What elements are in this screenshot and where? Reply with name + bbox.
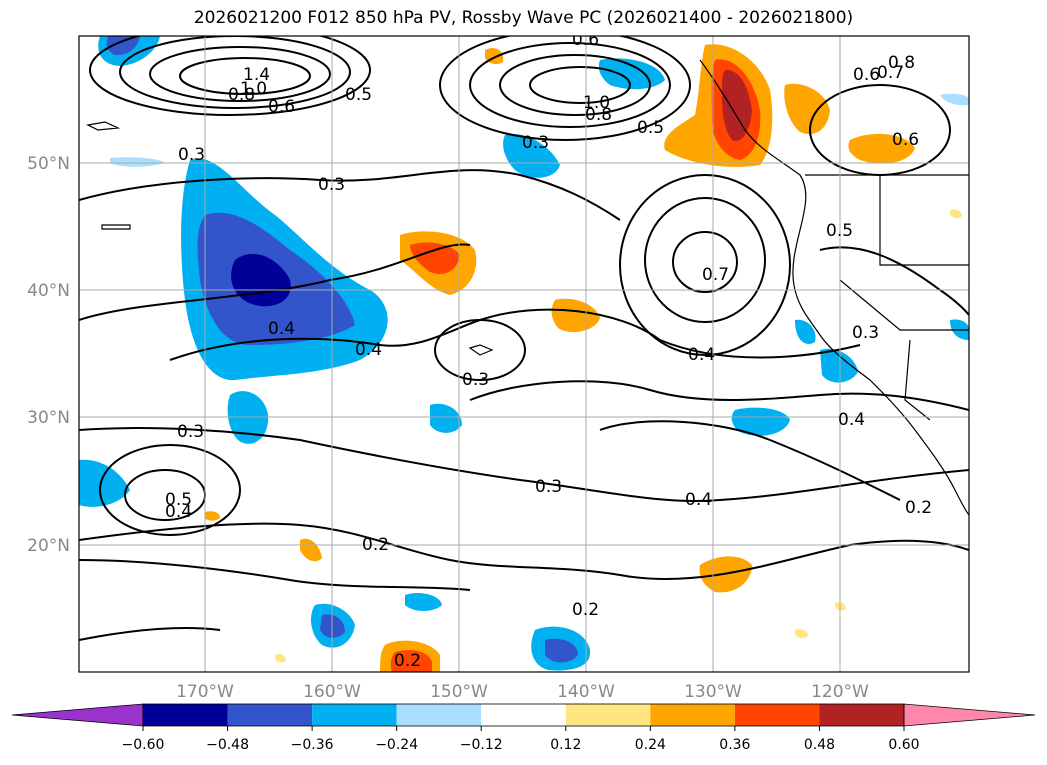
colorbar-tick-label: −0.48 (206, 737, 249, 753)
lon-label: 120°W (811, 682, 869, 702)
contour-label: 0.6 (268, 97, 295, 117)
colorbar-tick-label: −0.12 (460, 737, 503, 753)
lon-label: 170°W (176, 682, 234, 702)
contour-label: 0.6 (572, 30, 599, 50)
lat-label: 50°N (27, 154, 70, 174)
contour-label: 0.3 (852, 323, 879, 343)
contour-label: 0.4 (685, 490, 712, 510)
colorbar-segment (650, 704, 735, 726)
colorbar-frame (142, 703, 905, 727)
contour-label: 1.4 (243, 65, 270, 85)
colorbar: −0.60 −0.48 −0.36 −0.24 −0.12 0.12 0.24 0.36 0.4… (11, 703, 1036, 753)
contour-label: 0.5 (345, 85, 372, 105)
colorbar-segment (143, 704, 228, 726)
colorbar-segment (396, 704, 482, 726)
lat-label: 20°N (27, 536, 70, 556)
colorbar-segment (734, 704, 820, 726)
colorbar-tick-label: 0.36 (719, 737, 750, 753)
lon-label: 130°W (684, 682, 742, 702)
contour-label: 0.5 (165, 490, 192, 510)
contour-label: 0.3 (178, 145, 205, 165)
contour-label: 0.3 (177, 422, 204, 442)
colorbar-segment (227, 704, 313, 726)
contour-label: 0.3 (318, 175, 345, 195)
longitude-labels: 170°W 160°W 150°W 140°W 130°W 120°W (176, 682, 869, 702)
colorbar-segment (819, 704, 904, 726)
contour-label: 0.4 (165, 502, 192, 522)
contour-label: 0.4 (838, 410, 865, 430)
contour-label: 0.6 (892, 130, 919, 150)
contour-label: 0.7 (877, 63, 904, 83)
colorbar-tick-label: 0.12 (550, 737, 581, 753)
colorbar-segment (312, 704, 397, 726)
contour-label: 0.2 (362, 535, 389, 555)
contour-label: 0.4 (688, 345, 715, 365)
lon-label: 150°W (430, 682, 488, 702)
negative-anomaly-regions (79, 36, 969, 671)
contour-labels: 0.3 0.3 0.4 0.4 0.3 0.3 0.5 0.4 0.2 0.2 … (165, 30, 932, 671)
contour-label: 0.5 (637, 118, 664, 138)
contour-label: 0.8 (228, 85, 255, 105)
contour-label: 0.2 (905, 498, 932, 518)
colorbar-tick-label: −0.24 (375, 737, 418, 753)
colorbar-segment (481, 704, 566, 726)
contour-label: 0.2 (572, 600, 599, 620)
colorbar-tick-label: −0.36 (291, 737, 334, 753)
gridlines (79, 36, 969, 672)
central-pacific-negative-peak (231, 253, 291, 307)
colorbar-tick-label: −0.60 (122, 737, 165, 753)
contour-label: 0.4 (355, 340, 382, 360)
contour-label: 0.3 (535, 477, 562, 497)
northeast-pacific-positive-peak (722, 69, 752, 141)
contour-label: 0.3 (522, 133, 549, 153)
contour-label: 0.8 (585, 105, 612, 125)
colorbar-extend-low (11, 703, 144, 727)
colorbar-segment (565, 704, 651, 726)
colorbar-tick-label: 0.48 (804, 737, 835, 753)
contour-label: 0.3 (462, 370, 489, 390)
colorbar-extend-high (903, 703, 1036, 727)
contour-label: 0.7 (702, 265, 729, 285)
contour-label: 1.0 (583, 93, 610, 113)
colorbar-tick-label: 0.24 (635, 737, 666, 753)
lat-label: 30°N (27, 408, 70, 428)
contour-label: 0.8 (888, 53, 915, 73)
contour-label: 0.4 (268, 319, 295, 339)
colorbar-tick-label: 0.60 (888, 737, 919, 753)
coastlines (86, 59, 969, 516)
contour-label: 1.0 (240, 79, 267, 99)
contour-label: 0.5 (826, 221, 853, 241)
latitude-labels: 50°N 40°N 30°N 20°N (27, 154, 70, 556)
lat-label: 40°N (27, 281, 70, 301)
map-title: 2026021200 F012 850 hPa PV, Rossby Wave … (193, 8, 854, 28)
contour-label: 0.6 (853, 65, 880, 85)
contour-label: 0.2 (394, 651, 421, 671)
lon-label: 160°W (303, 682, 361, 702)
lon-label: 140°W (557, 682, 615, 702)
plot-border (78, 35, 970, 673)
